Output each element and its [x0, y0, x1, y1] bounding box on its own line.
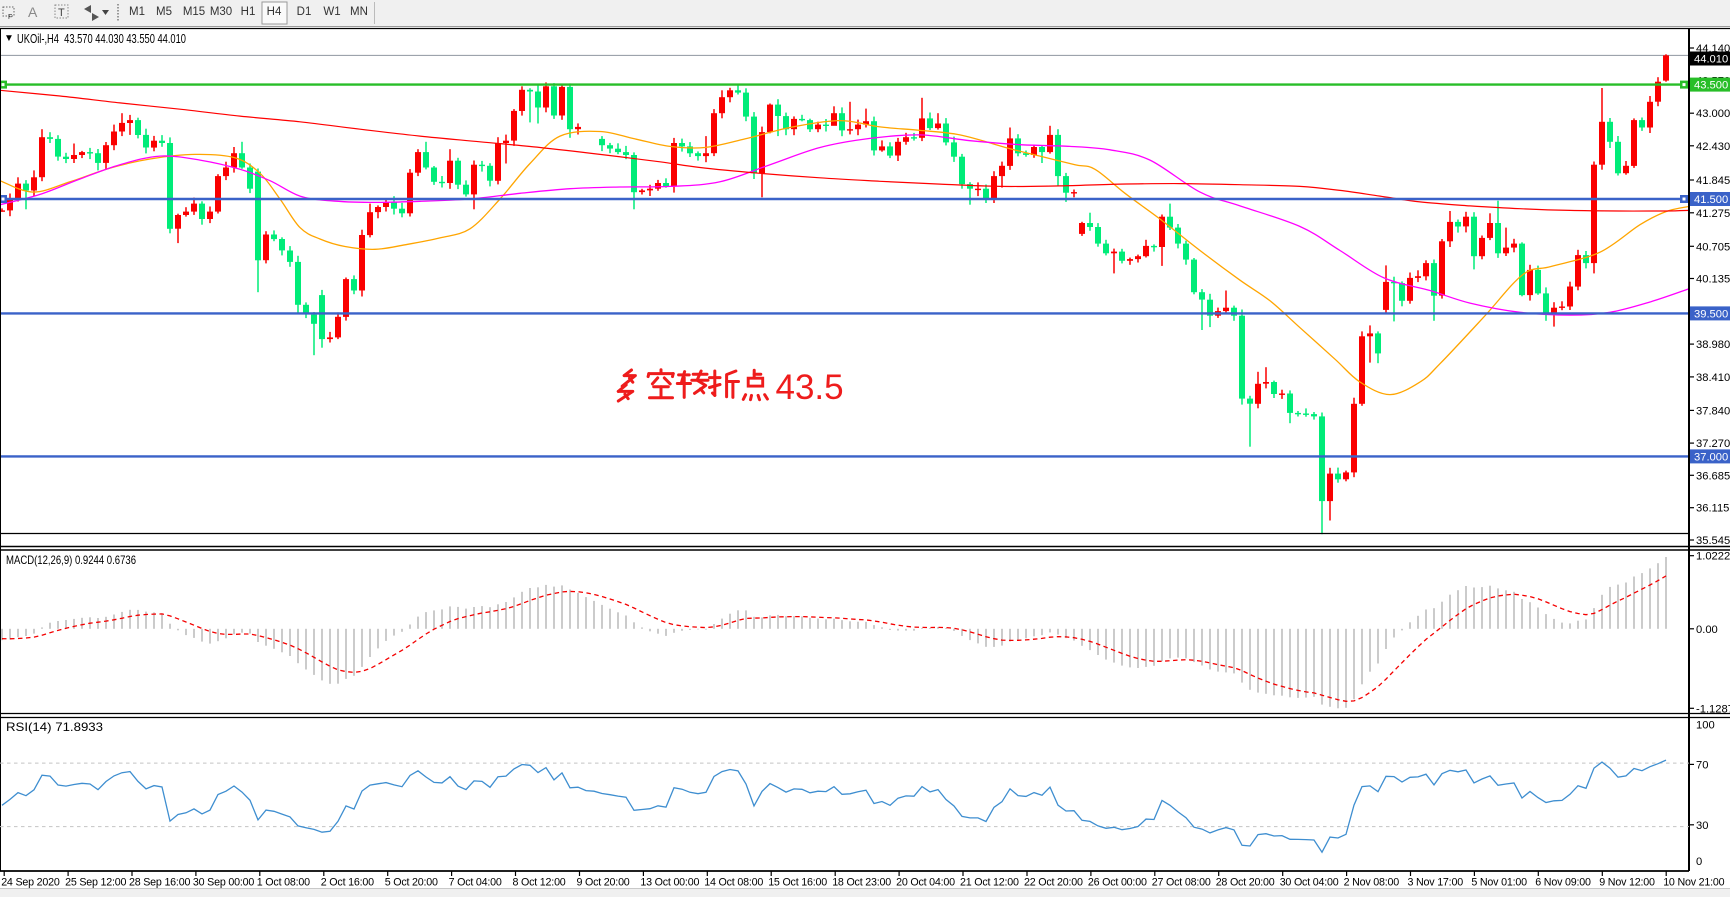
svg-text:3 Nov 17:00: 3 Nov 17:00 [1408, 877, 1464, 889]
svg-text:T: T [58, 7, 65, 19]
svg-text:-1.1287: -1.1287 [1696, 703, 1730, 715]
svg-text:38.410: 38.410 [1696, 372, 1730, 384]
svg-text:30 Oct 04:00: 30 Oct 04:00 [1280, 877, 1339, 889]
svg-text:10 Nov 21:00: 10 Nov 21:00 [1663, 877, 1724, 889]
svg-text:100: 100 [1696, 720, 1715, 732]
svg-text:20 Oct 04:00: 20 Oct 04:00 [896, 877, 955, 889]
svg-text:6 Nov 09:00: 6 Nov 09:00 [1535, 877, 1591, 889]
svg-text:42.430: 42.430 [1696, 141, 1730, 153]
svg-text:5 Nov 01:00: 5 Nov 01:00 [1471, 877, 1527, 889]
svg-text:30: 30 [1696, 820, 1708, 832]
svg-text:5 Oct 20:00: 5 Oct 20:00 [385, 877, 438, 889]
svg-text:8 Oct 12:00: 8 Oct 12:00 [513, 877, 566, 889]
svg-text:44.010: 44.010 [1694, 54, 1728, 66]
svg-text:43.500: 43.500 [1694, 80, 1728, 92]
svg-text:MACD(12,26,9) 0.9244 0.6736: MACD(12,26,9) 0.9244 0.6736 [6, 553, 136, 567]
svg-text:37.270: 37.270 [1696, 438, 1730, 450]
svg-text:▼: ▼ [4, 33, 14, 44]
svg-text:41.275: 41.275 [1696, 208, 1730, 220]
svg-text:0.00: 0.00 [1696, 624, 1718, 636]
svg-text:41.845: 41.845 [1696, 175, 1730, 187]
svg-text:40.135: 40.135 [1696, 274, 1730, 286]
svg-text:30 Sep 00:00: 30 Sep 00:00 [193, 877, 254, 889]
svg-text:A: A [28, 4, 38, 20]
svg-text:F: F [8, 14, 12, 21]
svg-text:24 Sep 2020: 24 Sep 2020 [1, 877, 60, 889]
svg-text:37.000: 37.000 [1694, 451, 1728, 463]
svg-text:7 Oct 04:00: 7 Oct 04:00 [449, 877, 502, 889]
svg-text:37.840: 37.840 [1696, 405, 1730, 417]
svg-text:1.0222: 1.0222 [1696, 551, 1730, 563]
svg-text:0: 0 [1696, 856, 1702, 868]
svg-text:21 Oct 12:00: 21 Oct 12:00 [960, 877, 1019, 889]
svg-text:9 Nov 12:00: 9 Nov 12:00 [1599, 877, 1655, 889]
svg-text:70: 70 [1696, 759, 1708, 771]
svg-text:38.980: 38.980 [1696, 339, 1730, 351]
svg-text:36.115: 36.115 [1696, 503, 1729, 515]
svg-text:RSI(14) 71.8933: RSI(14) 71.8933 [6, 720, 103, 734]
svg-text:26 Oct 00:00: 26 Oct 00:00 [1088, 877, 1147, 889]
svg-text:28 Sep 16:00: 28 Sep 16:00 [129, 877, 190, 889]
svg-text:13 Oct 00:00: 13 Oct 00:00 [640, 877, 699, 889]
svg-text:39.500: 39.500 [1694, 308, 1728, 320]
svg-text:UKOil-,H4 43.570 44.030 43.55: UKOil-,H4 43.570 44.030 43.550 44.010 [17, 31, 186, 46]
svg-text:40.705: 40.705 [1696, 241, 1730, 253]
svg-text:25 Sep 12:00: 25 Sep 12:00 [65, 877, 126, 889]
svg-text:27 Oct 08:00: 27 Oct 08:00 [1152, 877, 1211, 889]
svg-text:43.000: 43.000 [1696, 108, 1730, 120]
svg-text:22 Oct 20:00: 22 Oct 20:00 [1024, 877, 1083, 889]
svg-text:43.5: 43.5 [776, 368, 844, 407]
svg-text:2 Nov 08:00: 2 Nov 08:00 [1344, 877, 1400, 889]
svg-text:2 Oct 16:00: 2 Oct 16:00 [321, 877, 374, 889]
svg-text:18 Oct 23:00: 18 Oct 23:00 [832, 877, 891, 889]
svg-text:1 Oct 08:00: 1 Oct 08:00 [257, 877, 310, 889]
svg-text:36.685: 36.685 [1696, 470, 1730, 482]
svg-text:35.545: 35.545 [1696, 535, 1730, 547]
svg-text:41.500: 41.500 [1694, 194, 1728, 206]
svg-text:9 Oct 20:00: 9 Oct 20:00 [577, 877, 630, 889]
svg-text:14 Oct 08:00: 14 Oct 08:00 [704, 877, 763, 889]
svg-text:28 Oct 20:00: 28 Oct 20:00 [1216, 877, 1275, 889]
svg-text:15 Oct 16:00: 15 Oct 16:00 [768, 877, 827, 889]
